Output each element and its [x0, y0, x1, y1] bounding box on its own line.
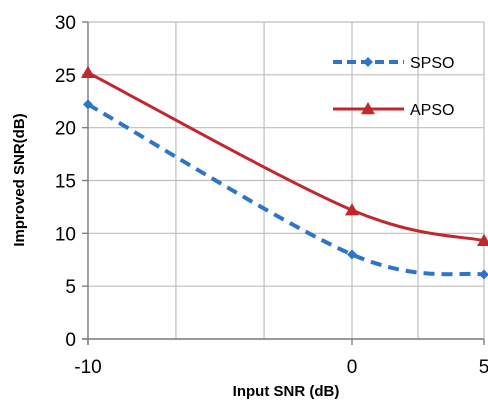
y-tick-label: 5 — [65, 277, 76, 298]
y-tick-labels: 0 5 10 15 20 25 30 — [55, 13, 76, 351]
y-tick-label: 25 — [55, 66, 76, 87]
y-tick-label: 20 — [55, 119, 76, 140]
data-point-spso — [479, 269, 488, 280]
y-tick-label: 10 — [55, 224, 76, 245]
y-tick-label: 15 — [55, 172, 76, 193]
series-line-apso — [87, 71, 485, 243]
x-tick-label: 0 — [347, 357, 358, 378]
series-line-spso — [87, 102, 485, 277]
x-tick-labels: -10 0 5 — [74, 357, 488, 378]
series-group — [81, 65, 488, 280]
x-axis-title: Input SNR (dB) — [233, 383, 340, 400]
legend-label-apso: APSO — [410, 102, 454, 119]
legend-marker-spso — [363, 57, 373, 67]
data-point-spso — [83, 99, 93, 110]
x-tick-label: 5 — [479, 357, 488, 378]
y-tick-label: 30 — [55, 13, 76, 34]
x-tick-label: -10 — [74, 357, 101, 378]
legend-label-spso: SPSO — [410, 55, 454, 72]
legend: SPSO APSO — [333, 55, 454, 119]
legend-marker-apso — [361, 102, 375, 115]
y-tick-label: 0 — [65, 330, 76, 351]
data-point-spso — [347, 249, 357, 260]
data-point-apso — [81, 65, 95, 78]
y-axis-title: Improved SNR(dB) — [11, 113, 28, 246]
data-point-apso — [345, 203, 359, 216]
data-point-apso — [477, 233, 488, 246]
